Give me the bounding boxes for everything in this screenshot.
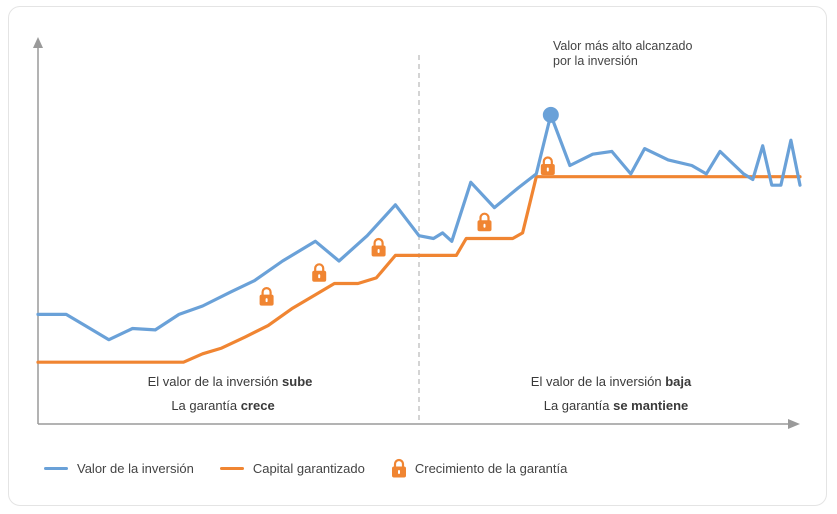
lock-icon	[477, 212, 492, 232]
legend-swatch-investment	[44, 466, 68, 470]
lock-icon	[540, 156, 555, 175]
locks-layer	[259, 156, 555, 306]
legend-item-guarantee: Capital garantizado	[219, 460, 365, 476]
guarantee-series-line	[36, 175, 802, 364]
region-left-line2: La garantía crece	[171, 398, 274, 413]
region-right-line1: El valor de la inversión baja	[531, 374, 692, 389]
legend-swatch-guarantee	[219, 466, 244, 470]
legend-item-investment: Valor de la inversión	[44, 461, 194, 476]
peak-annotation-line2: por la inversión	[553, 54, 638, 68]
y-axis-arrow	[33, 37, 43, 48]
lock-icon	[259, 287, 274, 306]
lock-icon	[371, 237, 386, 257]
investment-series-line	[36, 113, 802, 342]
legend: Valor de la inversión Capital garantizad…	[44, 455, 593, 481]
lock-icon	[391, 458, 406, 478]
peak-annotation-line1: Valor más alto alcanzado	[553, 39, 692, 53]
series-layer	[36, 113, 802, 364]
region-right-line2: La garantía se mantiene	[544, 398, 689, 413]
peak-marker	[542, 106, 559, 123]
lock-icon	[312, 263, 327, 282]
legend-label-guarantee: Capital garantizado	[252, 460, 365, 476]
legend-item-lock: Crecimiento de la garantía	[391, 458, 567, 478]
legend-label-investment: Valor de la inversión	[77, 460, 194, 476]
region-left-line1: El valor de la inversión sube	[148, 374, 313, 389]
x-axis-arrow	[788, 419, 800, 429]
legend-label-lock: Crecimiento de la garantía	[414, 460, 568, 476]
